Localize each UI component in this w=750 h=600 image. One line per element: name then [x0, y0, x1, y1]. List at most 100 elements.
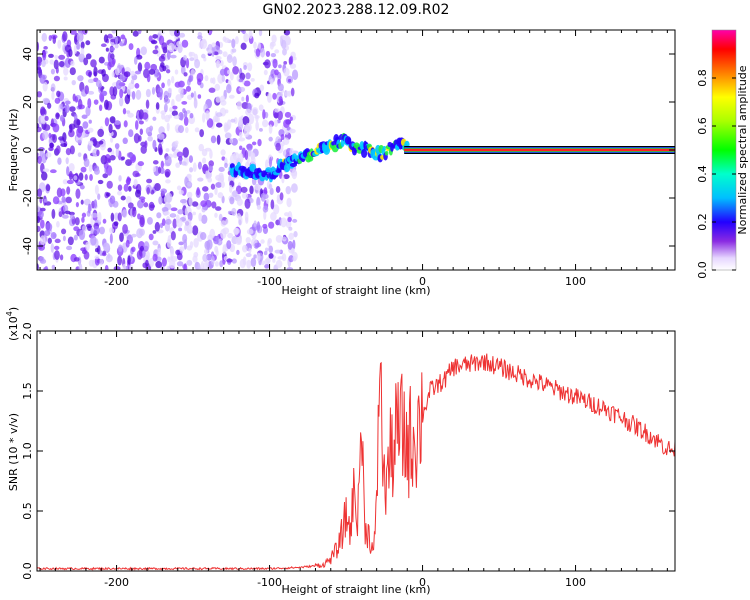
- noise-speckle: [264, 59, 271, 69]
- noise-speckle: [227, 232, 234, 239]
- noise-speckle: [56, 221, 60, 228]
- noise-speckle: [68, 162, 75, 172]
- colorbar-ticks: 0.0 0.2 0.4 0.6 0.8: [696, 69, 736, 279]
- noise-speckle: [163, 98, 171, 104]
- noise-speckle: [176, 185, 182, 191]
- noise-speckle: [264, 264, 270, 269]
- x-tick-label: 0: [419, 275, 426, 288]
- noise-speckle: [49, 142, 55, 149]
- noise-speckle: [42, 168, 50, 173]
- noise-speckle: [268, 245, 274, 254]
- noise-speckle: [220, 149, 226, 156]
- noise-speckle: [64, 210, 71, 215]
- noise-speckle: [110, 38, 116, 43]
- noise-speckle: [66, 166, 70, 176]
- colorbar: 0.0 0.2 0.4 0.6 0.8 Normalized spectral ampl…: [696, 29, 749, 279]
- noise-speckle: [198, 40, 204, 49]
- noise-speckle: [134, 70, 142, 75]
- noise-speckle: [83, 57, 89, 66]
- noise-speckle: [210, 135, 217, 144]
- noise-speckle: [255, 115, 259, 123]
- noise-speckle: [270, 41, 276, 47]
- snr-y-ticks: 0.0 0.5 1.0 1.5 2.0: [21, 322, 675, 580]
- noise-speckle: [262, 193, 269, 199]
- noise-speckle: [284, 212, 290, 217]
- noise-speckle: [75, 188, 81, 199]
- noise-speckle: [243, 65, 247, 70]
- noise-speckle: [81, 212, 87, 218]
- noise-speckle: [65, 196, 72, 204]
- noise-speckle: [197, 94, 202, 99]
- noise-speckle: [160, 167, 165, 175]
- noise-speckle: [276, 194, 281, 202]
- noise-speckle: [80, 41, 85, 50]
- noise-speckle: [152, 34, 158, 39]
- noise-speckle: [194, 58, 201, 69]
- noise-speckle: [279, 192, 284, 201]
- track-blob: [361, 148, 368, 158]
- noise-speckle: [268, 221, 275, 229]
- noise-speckle: [283, 61, 288, 65]
- noise-speckle: [52, 196, 60, 205]
- noise-speckle: [179, 32, 186, 38]
- noise-speckle: [126, 152, 134, 158]
- noise-speckle: [109, 137, 114, 143]
- colorbar-gradient: [712, 30, 736, 270]
- noise-speckle: [105, 47, 109, 52]
- noise-speckle: [41, 59, 46, 68]
- noise-speckle: [125, 159, 132, 166]
- noise-speckle: [202, 186, 209, 192]
- noise-speckle: [79, 184, 85, 190]
- noise-speckle: [114, 120, 121, 126]
- noise-speckle: [93, 99, 99, 105]
- noise-speckle: [184, 126, 189, 134]
- noise-speckle: [207, 177, 213, 183]
- noise-speckle: [183, 54, 187, 61]
- noise-speckle: [95, 79, 102, 88]
- noise-speckle: [223, 122, 229, 133]
- noise-speckle: [161, 257, 167, 267]
- noise-speckle: [286, 267, 294, 270]
- noise-speckle: [147, 135, 153, 142]
- noise-speckle: [234, 36, 239, 45]
- spectrogram-x-ticks: -200 -100 0 100: [39, 30, 668, 288]
- noise-speckle: [119, 88, 124, 99]
- noise-speckle: [243, 80, 251, 87]
- noise-speckle: [262, 109, 266, 120]
- noise-speckle: [202, 166, 209, 171]
- noise-speckle: [78, 229, 86, 240]
- noise-speckle: [93, 167, 100, 175]
- noise-speckle: [200, 200, 208, 207]
- noise-speckle: [197, 161, 202, 170]
- noise-speckle: [73, 226, 80, 232]
- noise-speckle: [181, 161, 187, 166]
- noise-speckle: [226, 240, 232, 250]
- noise-speckle: [68, 123, 76, 130]
- noise-speckle: [42, 81, 48, 92]
- noise-speckle: [186, 181, 193, 187]
- noise-speckle: [94, 256, 100, 266]
- noise-speckle: [266, 199, 270, 204]
- noise-speckle: [93, 199, 98, 209]
- noise-speckle: [37, 67, 42, 74]
- noise-speckle: [273, 204, 280, 215]
- noise-speckle: [67, 236, 74, 246]
- noise-speckle: [191, 201, 199, 207]
- noise-speckle: [270, 212, 277, 221]
- noise-speckle: [220, 228, 227, 239]
- noise-speckle: [238, 86, 246, 93]
- noise-speckle: [127, 112, 134, 118]
- noise-speckle: [218, 238, 222, 244]
- noise-speckle: [109, 195, 116, 204]
- band-core: [404, 148, 675, 152]
- noise-speckle: [69, 214, 75, 220]
- noise-speckle: [57, 39, 62, 49]
- noise-speckle: [91, 212, 98, 218]
- noise-speckle: [87, 90, 95, 95]
- noise-speckle: [291, 69, 299, 81]
- noise-speckle: [57, 157, 62, 165]
- noise-speckle: [107, 147, 113, 153]
- noise-speckle: [220, 220, 227, 227]
- colorbar-tick-label: 0.2: [696, 213, 709, 231]
